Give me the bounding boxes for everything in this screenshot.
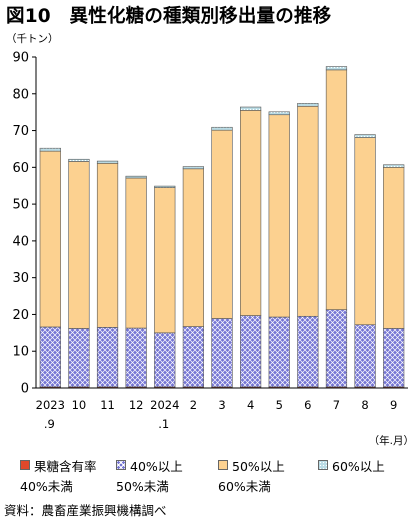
bar-segment-series-1-cat-4 — [154, 332, 176, 388]
legend-label-line2-1: 50%未満 — [116, 479, 169, 494]
bar-segment-series-1-cat-12 — [383, 328, 405, 388]
bar-segment-series-2-cat-11 — [354, 137, 376, 326]
source-note: 資料：農畜産業振興機構調べ — [4, 503, 167, 518]
bar-segment-series-2-cat-12 — [383, 167, 405, 329]
y-tick-label-8: 80 — [12, 87, 29, 102]
y-tick-label-1: 10 — [12, 345, 29, 360]
bar-segment-series-2-cat-4 — [154, 187, 176, 334]
y-tick-label-2: 20 — [12, 308, 29, 323]
bar-segment-series-2-cat-1 — [68, 161, 90, 329]
y-tick-label-9: 90 — [12, 51, 29, 66]
x-tick-label-0: 2023 — [36, 398, 65, 412]
x-tick-label-5: 2 — [190, 398, 197, 412]
y-tick-label-6: 60 — [12, 161, 29, 176]
tick-label-layer: 0 10 20 30 40 50 60 70 80 90 2023 .9 10 11 12 2024 .1 2 3 4… — [12, 51, 397, 432]
bar-segment-series-3-cat-12 — [383, 164, 405, 168]
bar-segment-series-1-cat-8 — [268, 316, 290, 388]
x-tick-label-10: 7 — [333, 398, 340, 412]
bar-segment-series-3-cat-8 — [268, 111, 290, 116]
bar-segment-series-2-cat-2 — [96, 162, 119, 328]
x-tick-sublabel-0: .9 — [44, 417, 55, 431]
legend-swatch-1 — [116, 460, 126, 470]
bar-segment-series-1-cat-10 — [325, 309, 348, 388]
bar-segment-series-1-cat-3 — [125, 327, 147, 388]
bar-segment-series-1-cat-9 — [297, 315, 319, 388]
y-tick-label-4: 40 — [12, 234, 29, 249]
bar-segment-series-2-cat-3 — [125, 177, 147, 329]
bar-segment-series-1-cat-0 — [39, 326, 61, 388]
x-tick-label-12: 9 — [390, 398, 397, 412]
legend-label-3: 60%以上 — [332, 459, 385, 474]
bar-segment-series-2-cat-7 — [240, 110, 262, 316]
legend-swatch-2 — [218, 460, 228, 470]
bar-segment-series-1-cat-1 — [68, 328, 90, 388]
legend-label-line2-2: 60%未満 — [218, 479, 271, 494]
bar-segment-series-3-cat-11 — [354, 134, 376, 138]
bar-segment-series-3-cat-2 — [96, 160, 119, 164]
bar-segment-series-3-cat-4 — [154, 185, 176, 188]
bar-segment-series-3-cat-7 — [240, 106, 262, 111]
bar-segment-series-3-cat-1 — [68, 158, 90, 162]
legend-swatch-3 — [318, 460, 328, 470]
bar-segment-series-1-cat-2 — [96, 327, 119, 388]
bar-segment-series-2-cat-8 — [268, 114, 290, 318]
bar-segment-series-2-cat-5 — [182, 168, 204, 327]
legend-label-0: 果糖含有率 — [34, 459, 97, 474]
bar-segment-series-1-cat-6 — [211, 318, 233, 388]
bar-segment-series-3-cat-3 — [125, 175, 147, 179]
y-tick-label-0: 0 — [21, 382, 29, 397]
legend-swatch-0 — [20, 460, 30, 470]
bar-segment-series-1-cat-5 — [182, 326, 204, 388]
bar-segment-series-3-cat-9 — [297, 103, 319, 107]
bar-segment-series-3-cat-10 — [325, 66, 348, 71]
x-tick-label-3: 12 — [129, 398, 144, 412]
bar-segment-series-2-cat-0 — [39, 150, 61, 328]
chart-title: 図10 異性化糖の種類別移出量の推移 — [6, 6, 332, 27]
y-tick-label-5: 50 — [12, 198, 29, 213]
bar-segment-series-3-cat-5 — [182, 166, 204, 170]
legend-label-2: 50%以上 — [232, 459, 285, 474]
y-tick-label-3: 30 — [12, 271, 29, 286]
x-tick-label-11: 8 — [361, 398, 368, 412]
bar-segment-series-2-cat-10 — [325, 69, 348, 310]
axes-layer — [32, 56, 408, 389]
x-tick-label-7: 4 — [247, 398, 254, 412]
bar-segment-series-1-cat-11 — [354, 324, 376, 388]
bar-segment-series-2-cat-9 — [297, 105, 319, 317]
chart-legend: 果糖含有率 40%未満 40%以上 50%未満 50%以上 60%未満 60%以上 — [0, 456, 420, 500]
bar-layer — [39, 66, 405, 389]
bar-segment-series-3-cat-6 — [211, 126, 233, 131]
x-tick-label-6: 3 — [218, 398, 225, 412]
x-tick-label-2: 11 — [100, 398, 115, 412]
x-tick-label-8: 5 — [276, 398, 283, 412]
bar-segment-series-2-cat-6 — [211, 129, 233, 319]
x-tick-sublabel-4: .1 — [158, 417, 169, 431]
y-axis-unit-label: （千トン） — [6, 33, 59, 45]
bar-segment-series-3-cat-0 — [39, 147, 61, 152]
legend-label-1: 40%以上 — [130, 459, 183, 474]
x-tick-label-1: 10 — [72, 398, 87, 412]
bar-segment-series-1-cat-7 — [240, 315, 262, 388]
x-tick-label-9: 6 — [304, 398, 311, 412]
stacked-bar-chart: 0 10 20 30 40 50 60 70 80 90 2023 .9 10 11 12 2024 .1 2 3 4… — [12, 51, 408, 432]
x-axis-unit-label: （年.月） — [368, 435, 414, 447]
x-tick-label-4: 2024 — [150, 398, 179, 412]
y-tick-label-7: 70 — [12, 124, 29, 139]
legend-label-line2-0: 40%未満 — [20, 479, 73, 494]
